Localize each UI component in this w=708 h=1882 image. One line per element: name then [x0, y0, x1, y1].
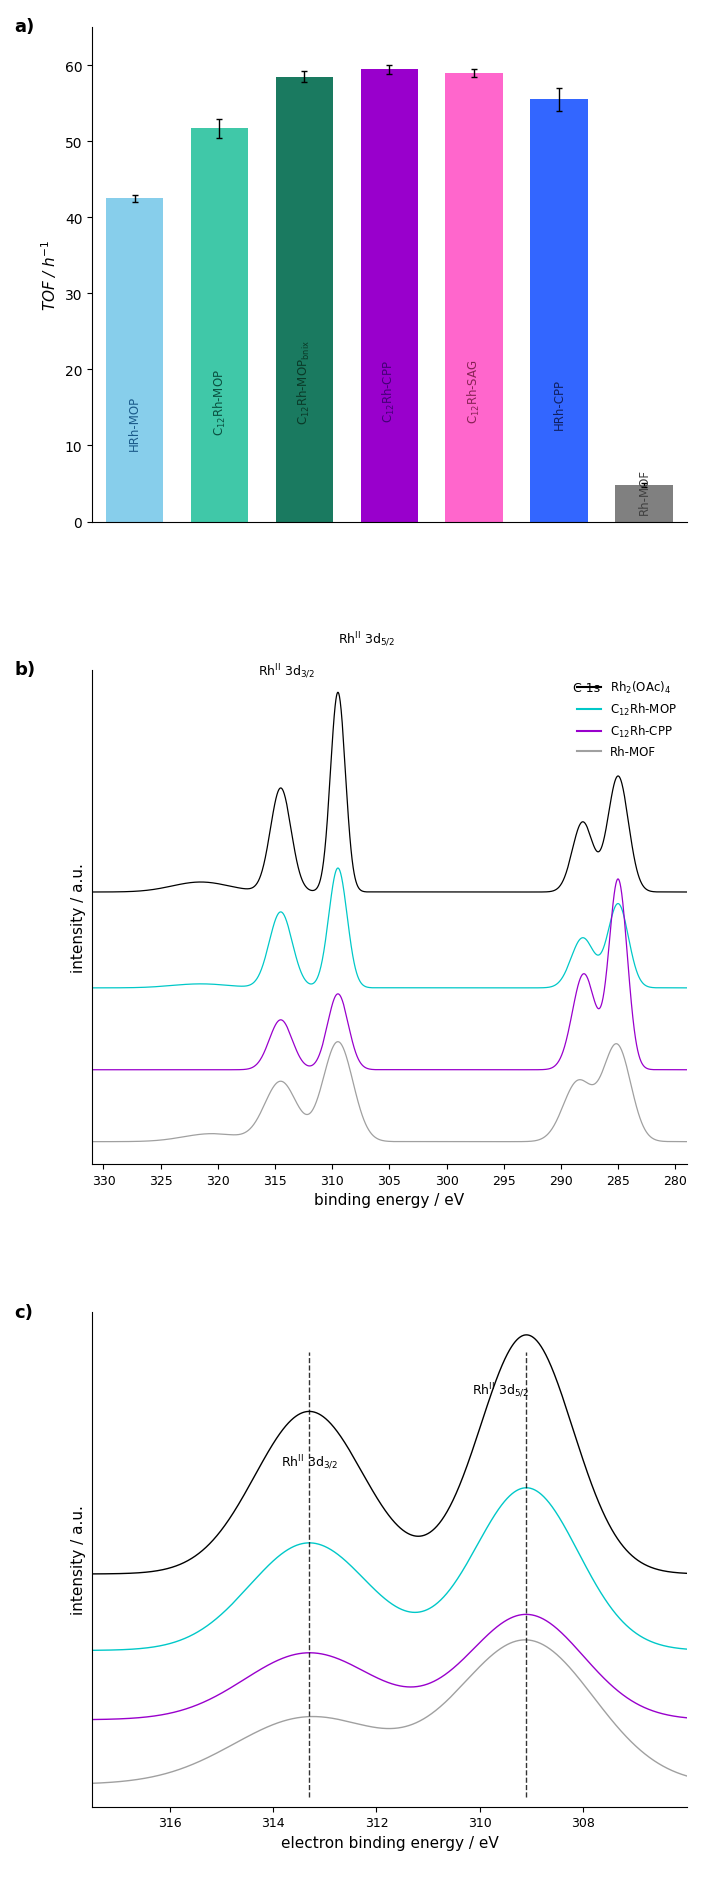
- Bar: [615, 486, 673, 521]
- Text: Rh$^{\rm II}$ 3d$_{3/2}$: Rh$^{\rm II}$ 3d$_{3/2}$: [258, 662, 315, 681]
- X-axis label: electron binding energy / eV: electron binding energy / eV: [280, 1835, 498, 1850]
- Text: Rh-MOF: Rh-MOF: [638, 469, 651, 514]
- Text: Rh$^{\rm II}$ 3d$_{5/2}$: Rh$^{\rm II}$ 3d$_{5/2}$: [472, 1381, 529, 1400]
- Bar: [530, 100, 588, 521]
- Bar: [445, 73, 503, 521]
- Y-axis label: intensity / a.u.: intensity / a.u.: [72, 862, 86, 973]
- Text: C 1s: C 1s: [573, 681, 600, 694]
- Text: HRh-CPP: HRh-CPP: [553, 378, 566, 429]
- Text: C$_{12}$Rh-MOP$_{\rm bnix}$: C$_{12}$Rh-MOP$_{\rm bnix}$: [297, 339, 312, 425]
- Text: a): a): [15, 19, 35, 36]
- Bar: [275, 77, 333, 521]
- Text: c): c): [15, 1302, 33, 1321]
- Text: HRh-MOP: HRh-MOP: [128, 395, 141, 452]
- Y-axis label: intensity / a.u.: intensity / a.u.: [72, 1506, 86, 1615]
- Text: b): b): [15, 661, 36, 679]
- Bar: [360, 70, 418, 521]
- Text: Rh$^{\rm II}$ 3d$_{3/2}$: Rh$^{\rm II}$ 3d$_{3/2}$: [281, 1453, 338, 1472]
- Text: C$_{12}$Rh-MOP: C$_{12}$Rh-MOP: [212, 369, 227, 437]
- Bar: [190, 130, 249, 521]
- Y-axis label: TOF / h$^{-1}$: TOF / h$^{-1}$: [40, 239, 59, 311]
- Text: Rh$^{\rm II}$ 3d$_{5/2}$: Rh$^{\rm II}$ 3d$_{5/2}$: [338, 630, 395, 649]
- X-axis label: binding energy / eV: binding energy / eV: [314, 1193, 464, 1208]
- Legend: Rh$_2$(OAc)$_4$, C$_{12}$Rh-MOP, C$_{12}$Rh-CPP, Rh-MOF: Rh$_2$(OAc)$_4$, C$_{12}$Rh-MOP, C$_{12}…: [573, 676, 681, 762]
- Bar: [105, 199, 164, 521]
- Text: C$_{12}$Rh-CPP: C$_{12}$Rh-CPP: [382, 359, 397, 423]
- Text: C$_{12}$Rh-SAG: C$_{12}$Rh-SAG: [467, 359, 482, 423]
